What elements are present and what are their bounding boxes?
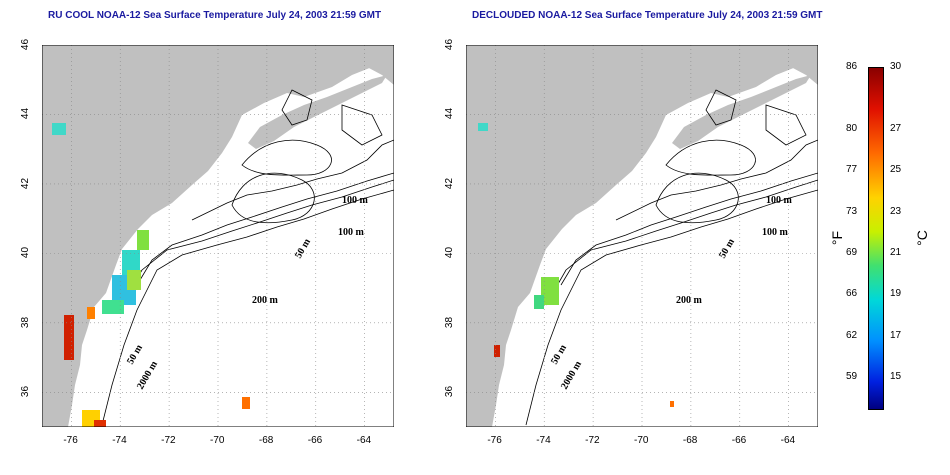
newfoundland-coast (342, 45, 394, 85)
x-tick-label: -64 (780, 435, 796, 446)
panel-1-title: RU COOL NOAA-12 Sea Surface Temperature … (48, 10, 382, 21)
contour-label: 2000 m (135, 359, 160, 392)
contour-label: 2000 m (559, 359, 584, 392)
grid (42, 45, 394, 427)
fahrenheit-tick-label: 62 (846, 329, 858, 341)
celsius-tick-label: 23 (890, 205, 902, 217)
land-mass (42, 45, 394, 427)
contour-label: 50 m (125, 342, 145, 366)
fahrenheit-tick-label: 66 (846, 288, 858, 300)
x-tick-label: -76 (487, 435, 502, 446)
sst-map-declouded: 100 m 100 m 50 m 200 m 50 m 2000 m (466, 45, 818, 427)
contour-label: 100 m (762, 227, 789, 238)
x-tick-label: -68 (258, 435, 274, 446)
celsius-tick-label: 30 (890, 61, 902, 72)
fahrenheit-unit: °F (829, 230, 846, 246)
contour-label: 200 m (252, 295, 279, 306)
y-tick-label: 46 (444, 38, 456, 51)
x-tick-label: -74 (112, 435, 127, 446)
depth-contours (101, 89, 394, 426)
sst-pixels (52, 123, 250, 427)
x-tick-label: -66 (731, 435, 747, 446)
x-tick-label: -72 (161, 435, 176, 446)
y-tick-label: 36 (20, 386, 32, 398)
contour-label: 200 m (676, 295, 703, 306)
celsius-tick-label: 21 (890, 247, 902, 258)
y-tick-label: 38 (444, 316, 456, 328)
y-tick-label: 38 (20, 316, 32, 328)
contour-label: 50 m (549, 342, 569, 366)
fahrenheit-tick-label: 69 (846, 247, 858, 258)
fahrenheit-tick-label: 59 (846, 371, 858, 382)
y-tick-label: 44 (444, 108, 456, 120)
contour-label: 50 m (717, 236, 737, 260)
x-tick-label: -70 (210, 435, 225, 446)
nova-scotia (248, 75, 387, 149)
y-tick-label: 42 (444, 177, 456, 189)
contour-label: 50 m (293, 236, 313, 260)
land-mass (466, 45, 818, 427)
celsius-tick-label: 15 (890, 371, 902, 382)
temperature-colorbar (868, 67, 884, 410)
sst-map-raw: 100 m 100 m 50 m 200 m 50 m 2000 m (42, 45, 394, 427)
celsius-tick-label: 25 (890, 164, 902, 176)
x-tick-label: -64 (356, 435, 372, 446)
depth-contours (525, 89, 818, 426)
y-tick-label: 42 (20, 177, 32, 189)
contour-label: 100 m (766, 195, 793, 206)
x-tick-label: -74 (536, 435, 551, 446)
celsius-tick-label: 27 (890, 123, 902, 134)
y-tick-label: 36 (444, 386, 456, 398)
nova-scotia (672, 75, 811, 149)
y-tick-label: 40 (20, 247, 32, 259)
celsius-tick-label: 17 (890, 329, 902, 341)
x-tick-label: -72 (585, 435, 600, 446)
celsius-tick-label: 19 (890, 288, 902, 300)
x-tick-label: -68 (682, 435, 698, 446)
x-tick-label: -70 (634, 435, 649, 446)
contour-label: 100 m (338, 227, 365, 238)
y-tick-label: 46 (20, 38, 32, 51)
panel-2-title: DECLOUDED NOAA-12 Sea Surface Temperatur… (472, 10, 823, 21)
newfoundland-coast (766, 45, 818, 85)
fahrenheit-tick-label: 86 (846, 61, 858, 72)
fahrenheit-tick-label: 73 (846, 205, 858, 217)
fahrenheit-tick-label: 77 (846, 164, 858, 176)
contour-label: 100 m (342, 195, 369, 206)
x-tick-label: -66 (307, 435, 323, 446)
x-tick-label: -76 (63, 435, 78, 446)
fahrenheit-tick-label: 80 (846, 123, 858, 134)
y-tick-label: 40 (444, 247, 456, 259)
grid (466, 45, 818, 427)
y-tick-label: 44 (20, 108, 32, 120)
sst-pixels (478, 123, 674, 407)
celsius-unit: °C (913, 230, 930, 246)
